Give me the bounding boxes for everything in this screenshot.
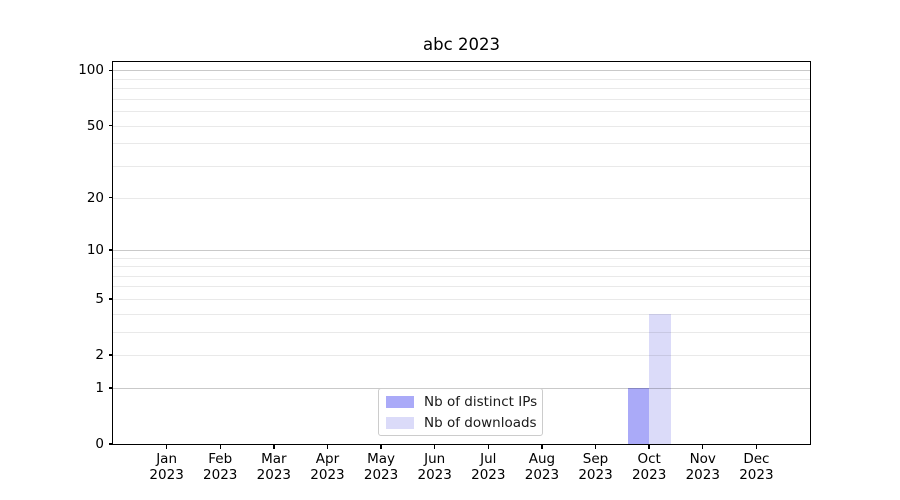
y-tick-label-100: 100 (78, 62, 104, 79)
y-tick-mark-5 (108, 298, 113, 300)
legend-swatch-downloads (386, 416, 414, 429)
y-tick-mark-0 (108, 443, 113, 445)
gridline-minor-30 (113, 165, 810, 167)
x-tick-month: Apr (315, 451, 340, 467)
gridline-minor-80 (113, 88, 810, 90)
x-tick-mark-oct (648, 444, 650, 449)
x-tick-mark-jun (433, 444, 436, 449)
gridline-minor-8 (113, 266, 810, 268)
legend-swatch-distinct-ips (386, 395, 414, 408)
chart-title: abc 2023 (423, 35, 500, 54)
x-tick-mark-sep (594, 444, 597, 449)
x-tick-mark-nov (702, 444, 704, 449)
gridline-minor-3 (113, 331, 810, 333)
y-tick-mark-20 (108, 196, 113, 199)
x-tick-mark-may (380, 444, 382, 449)
x-tick-label-nov: Nov 2023 (671, 451, 735, 483)
gridline-minor-6 (113, 286, 810, 288)
grid-layer (113, 62, 810, 444)
x-tick-month: Jun (424, 451, 446, 467)
gridline-minor-40 (113, 143, 810, 145)
gridline-minor-90 (113, 78, 810, 80)
x-tick-month: Nov (689, 451, 716, 467)
x-tick-label-feb: Feb 2023 (188, 451, 252, 483)
x-tick-year: 2023 (203, 467, 238, 483)
y-tick-label-50: 50 (86, 117, 104, 134)
y-tick-mark-100 (108, 69, 113, 72)
x-tick-month: Sep (582, 451, 609, 467)
y-tick-label-0: 0 (95, 436, 104, 452)
x-tick-year: 2023 (310, 467, 345, 483)
y-tick-label-2: 2 (95, 347, 104, 364)
x-tick-mark-feb (219, 444, 221, 449)
x-tick-year: 2023 (149, 467, 184, 483)
x-tick-label-jun: Jun 2023 (403, 451, 467, 483)
gridline-minor-2 (113, 355, 810, 357)
gridline-minor-4 (113, 313, 810, 315)
x-tick-month: Aug (528, 451, 556, 467)
y-tick-mark-50 (108, 124, 113, 127)
y-tick-label-1: 1 (95, 379, 104, 396)
y-tick-mark-2 (108, 354, 113, 356)
x-tick-label-sep: Sep 2023 (564, 451, 628, 483)
legend-item-downloads: Nb of downloads (386, 414, 537, 431)
gridline-minor-50 (113, 125, 810, 127)
bar-layer (113, 62, 810, 444)
x-tick-month: Jan (156, 451, 178, 467)
gridline-minor-5 (113, 298, 810, 300)
legend: Nb of distinct IPs Nb of downloads (378, 388, 543, 436)
y-tick-label-10: 10 (86, 241, 104, 258)
x-tick-label-may: May 2023 (349, 451, 413, 483)
gridline-minor-70 (113, 98, 810, 100)
x-tick-month: Dec (743, 451, 770, 467)
legend-item-distinct-ips: Nb of distinct IPs (386, 393, 538, 410)
x-tick-mark-jul (487, 444, 489, 449)
gridline-minor-20 (113, 197, 810, 199)
x-tick-label-jan: Jan 2023 (135, 451, 199, 483)
x-tick-month: Oct (637, 451, 661, 467)
y-tick-label-5: 5 (95, 290, 104, 307)
bar-nb-of-downloads-oct (649, 313, 671, 444)
x-tick-year: 2023 (685, 467, 720, 483)
x-tick-year: 2023 (524, 467, 560, 483)
x-tick-year: 2023 (578, 467, 613, 483)
plot-area (113, 62, 810, 444)
x-tick-label-jul: Jul 2023 (456, 451, 520, 483)
x-tick-month: Mar (261, 451, 287, 467)
x-tick-label-apr: Apr 2023 (295, 451, 359, 483)
x-tick-mark-jan (165, 444, 168, 449)
y-tick-label-20: 20 (86, 189, 104, 206)
x-tick-mark-mar (273, 444, 275, 449)
x-tick-year: 2023 (631, 467, 667, 483)
legend-label-distinct-ips: Nb of distinct IPs (424, 393, 538, 410)
gridline-minor-7 (113, 275, 810, 277)
x-tick-year: 2023 (739, 467, 774, 483)
x-tick-label-aug: Aug 2023 (510, 451, 574, 483)
x-tick-mark-aug (541, 444, 543, 449)
x-tick-label-mar: Mar 2023 (242, 451, 306, 483)
gridline-major-100 (113, 70, 810, 72)
x-tick-mark-dec (755, 444, 758, 449)
gridline-minor-9 (113, 257, 810, 259)
x-tick-month: May (367, 451, 396, 467)
legend-label-downloads: Nb of downloads (424, 414, 537, 431)
x-tick-label-oct: Oct 2023 (617, 451, 681, 483)
y-tick-mark-10 (108, 249, 113, 251)
x-tick-month: Jul (480, 451, 497, 467)
x-tick-year: 2023 (363, 467, 399, 483)
x-tick-month: Feb (208, 451, 233, 467)
bar-nb-of-distinct-ips-oct (627, 387, 650, 444)
x-tick-label-dec: Dec 2023 (724, 451, 788, 483)
gridline-major-10 (113, 249, 810, 251)
x-tick-year: 2023 (417, 467, 452, 483)
gridline-minor-60 (113, 111, 810, 113)
x-tick-year: 2023 (471, 467, 506, 483)
x-tick-mark-apr (326, 444, 329, 449)
y-tick-mark-1 (108, 387, 113, 389)
x-tick-year: 2023 (256, 467, 292, 483)
